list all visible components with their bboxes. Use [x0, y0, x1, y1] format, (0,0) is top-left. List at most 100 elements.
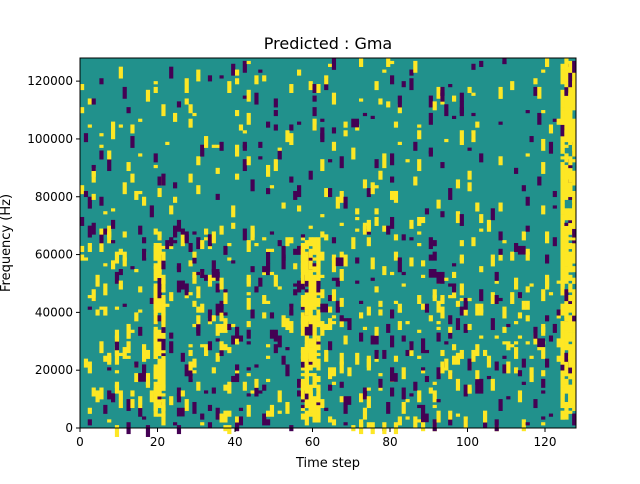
heatmap-cell	[564, 407, 569, 414]
heatmap-cell	[564, 413, 569, 420]
heatmap-cell	[196, 156, 201, 166]
heatmap-cell	[157, 338, 162, 348]
heatmap-cell	[568, 81, 573, 88]
heatmap-cell	[80, 84, 85, 91]
heatmap-cell	[401, 401, 406, 414]
heatmap-cell	[459, 283, 464, 296]
heatmap-cell	[521, 185, 526, 192]
heatmap-cell	[335, 300, 340, 313]
heatmap-cell	[339, 315, 344, 322]
heatmap-cell	[169, 237, 174, 247]
heatmap-cell	[130, 266, 135, 270]
heatmap-cell	[277, 286, 282, 290]
heatmap-cell	[533, 399, 538, 409]
heatmap-cell	[273, 274, 278, 287]
heatmap-cell	[118, 269, 123, 276]
heatmap-cell	[397, 416, 402, 426]
heatmap-cell	[572, 182, 577, 186]
heatmap-cell	[525, 315, 530, 322]
heatmap-cell	[452, 263, 457, 267]
heatmap-cell	[300, 358, 306, 368]
heatmap-cell	[269, 312, 275, 319]
heatmap-cell	[91, 193, 96, 200]
heatmap-cell	[91, 167, 96, 177]
heatmap-cell	[417, 419, 422, 423]
heatmap-cell	[413, 176, 418, 186]
heatmap-cell	[498, 399, 503, 411]
heatmap-cell	[176, 219, 182, 232]
heatmap-cell	[366, 396, 371, 409]
heatmap-cell	[316, 257, 321, 270]
heatmap-cell	[308, 347, 313, 359]
heatmap-cell	[556, 338, 561, 348]
heatmap-cell	[235, 422, 240, 432]
heatmap-cell	[339, 190, 344, 203]
heatmap-cell	[467, 358, 472, 371]
heatmap-cell	[572, 92, 577, 105]
heatmap-cell-dark	[428, 269, 437, 278]
heatmap-cell	[572, 72, 577, 85]
heatmap-cell	[308, 321, 313, 331]
heatmap-cell	[246, 404, 251, 417]
heatmap-cell	[246, 60, 251, 65]
heatmap-cell	[560, 373, 565, 385]
heatmap-cell	[486, 219, 492, 232]
heatmap-cell	[114, 271, 120, 284]
heatmap-cell	[87, 361, 92, 374]
heatmap-cell	[564, 72, 569, 82]
heatmap-cell	[510, 81, 515, 91]
heatmap-cell	[285, 130, 290, 143]
heatmap-cell	[80, 185, 85, 195]
heatmap-cell	[161, 355, 166, 368]
heatmap-cell	[436, 199, 441, 209]
heatmap-cell	[401, 367, 406, 380]
heatmap-cell	[200, 240, 205, 250]
heatmap-cell	[161, 104, 166, 117]
heatmap-cell	[362, 387, 368, 394]
heatmap-cell	[390, 309, 395, 319]
heatmap-cell	[560, 69, 565, 76]
heatmap-cell	[366, 422, 371, 429]
heatmap-cell	[393, 234, 399, 241]
heatmap-cell	[157, 315, 162, 322]
heatmap-cell	[262, 413, 267, 426]
heatmap-cell	[316, 393, 321, 403]
heatmap-cell	[545, 274, 550, 287]
heatmap-cell	[564, 303, 569, 313]
heatmap-cell	[514, 277, 519, 290]
heatmap-cell	[320, 251, 325, 261]
heatmap-cell	[145, 373, 151, 385]
heatmap-cell	[568, 222, 573, 235]
heatmap-cell	[161, 251, 166, 261]
heatmap-cell	[103, 283, 108, 296]
heatmap-cell	[459, 297, 464, 302]
heatmap-cell	[269, 231, 275, 235]
heatmap-cell	[285, 401, 290, 414]
heatmap-cell	[328, 306, 333, 313]
heatmap-cell	[223, 384, 228, 391]
heatmap-cell	[312, 237, 317, 247]
heatmap-cell	[390, 271, 395, 276]
heatmap-cell	[560, 355, 565, 365]
heatmap-cell	[320, 127, 325, 140]
heatmap-cell	[176, 425, 182, 435]
heatmap-cell	[157, 248, 162, 261]
heatmap-cell	[114, 329, 120, 342]
heatmap-cell	[568, 283, 573, 287]
heatmap-cell	[157, 188, 162, 198]
heatmap-cell	[293, 263, 298, 270]
heatmap-cell	[223, 289, 228, 293]
heatmap-cell	[393, 425, 399, 435]
heatmap-cell	[564, 118, 569, 128]
heatmap-cell	[304, 364, 309, 374]
heatmap-cell	[331, 254, 337, 264]
heatmap-cell	[207, 404, 213, 411]
heatmap-cell	[331, 92, 337, 105]
heatmap-cell	[552, 205, 557, 209]
heatmap-cell	[436, 332, 441, 342]
heatmap-cell	[331, 321, 337, 325]
heatmap-cell	[215, 303, 220, 316]
y-tick-label: 0	[65, 421, 73, 435]
heatmap-cell	[219, 141, 224, 151]
heatmap-cell	[514, 341, 519, 345]
